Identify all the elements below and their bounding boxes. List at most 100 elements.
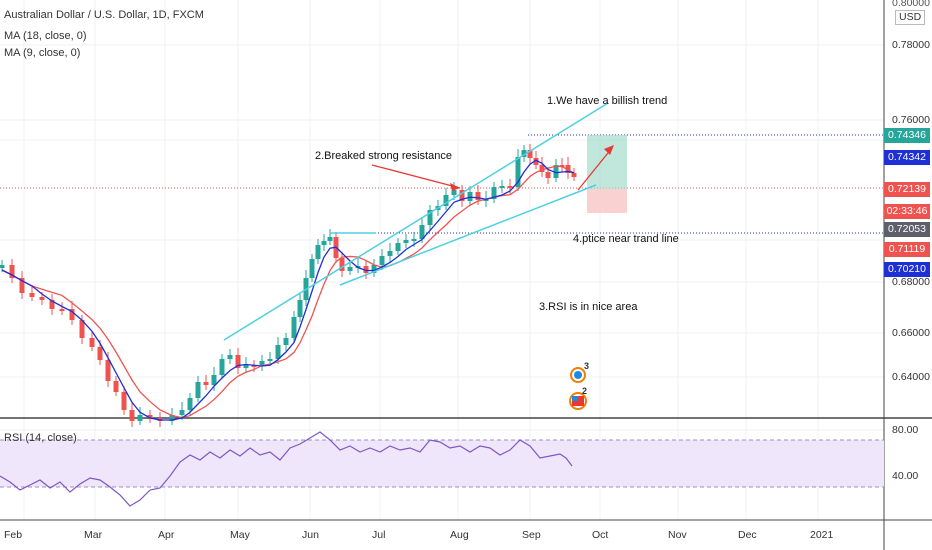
rsi-tick-40: 40.00 xyxy=(892,470,919,482)
candle-body xyxy=(243,365,249,368)
time-tick-label: Oct xyxy=(592,529,609,541)
legend-ma9: MA (9, close, 0) xyxy=(4,47,81,59)
candle-body xyxy=(475,192,481,200)
candle-body xyxy=(227,355,233,359)
candle-body xyxy=(403,240,409,243)
ma18-line xyxy=(1,165,575,419)
candle-body xyxy=(291,317,297,338)
time-tick-label: Dec xyxy=(738,529,757,541)
candle-body xyxy=(297,300,303,317)
candle-body xyxy=(527,150,533,158)
time-tick-label: Jun xyxy=(302,529,319,541)
time-tick-label: Jul xyxy=(372,529,386,541)
candle-body xyxy=(203,382,209,385)
price-tag-ma9: 0.70210 xyxy=(884,262,930,277)
annotation-resistance[interactable]: 2.Breaked strong resistance xyxy=(315,150,452,162)
candle-body xyxy=(499,186,505,188)
candle-body xyxy=(259,361,265,365)
price-tag-target: 0.74346 xyxy=(884,128,930,143)
candle-body xyxy=(321,241,327,245)
candle-body xyxy=(451,190,457,195)
candle-body xyxy=(327,237,333,241)
candle-body xyxy=(339,258,345,271)
candle-body xyxy=(9,265,15,278)
event-badge-count-top: 3 xyxy=(584,361,590,371)
candle-body xyxy=(483,199,489,201)
candle-body xyxy=(545,172,551,178)
annotation-rsi[interactable]: 3.RSI is in nice area xyxy=(539,301,638,313)
candle-body xyxy=(395,243,401,251)
target-arrowhead xyxy=(604,145,614,155)
time-tick-label: Feb xyxy=(4,529,23,541)
candle-body xyxy=(121,392,127,410)
currency-button[interactable]: USD xyxy=(895,10,926,25)
candle-body xyxy=(283,338,289,345)
channel-lower xyxy=(339,184,597,286)
candle-body xyxy=(251,365,257,367)
stop-zone xyxy=(587,189,627,213)
target-zone xyxy=(587,135,627,189)
candle-body xyxy=(459,190,465,201)
candle-body xyxy=(97,347,103,360)
candle-body xyxy=(267,359,273,361)
price-tick-label: 0.66000 xyxy=(892,327,930,339)
candle-body xyxy=(467,192,473,201)
annotation-trend[interactable]: 1.We have a billish trend xyxy=(547,95,668,107)
countdown-tag: 02:33:46 xyxy=(884,204,930,219)
candle-body xyxy=(179,410,185,415)
channel-upper xyxy=(223,102,609,341)
candle-body xyxy=(169,415,175,421)
candle-body xyxy=(559,165,565,167)
price-tag-support: 0.72053 xyxy=(884,222,930,237)
candle-body xyxy=(0,265,5,268)
candle-body xyxy=(379,256,385,265)
candle-body xyxy=(211,375,217,385)
candle-body xyxy=(113,381,119,392)
candle-body xyxy=(235,355,241,368)
resistance-arrow xyxy=(371,164,461,189)
price-tick-label: 0.78000 xyxy=(892,39,930,51)
candle-body xyxy=(411,239,417,241)
time-tick-label: May xyxy=(230,529,250,541)
ma9-line xyxy=(1,159,575,421)
candle-body xyxy=(507,186,513,188)
candle-body xyxy=(137,415,143,421)
candle-body xyxy=(571,173,577,177)
time-tick-label: Apr xyxy=(158,529,175,541)
candle-body xyxy=(29,293,35,297)
candle-body xyxy=(363,266,369,273)
candle-body xyxy=(553,165,559,178)
candle-body xyxy=(387,251,393,256)
candle-body xyxy=(427,210,433,225)
event-badge-count-bottom: 2 xyxy=(582,386,588,396)
candle-body xyxy=(49,300,55,309)
annotation-trendline[interactable]: 4.ptice near trand line xyxy=(573,233,679,245)
rsi-tick-80: 80.00 xyxy=(892,424,919,436)
price-tag-high: 0.74342 xyxy=(884,150,930,165)
rsi-band xyxy=(0,440,884,487)
candle-body xyxy=(533,158,539,165)
candle-body xyxy=(19,278,25,293)
resistance-arrowhead xyxy=(450,183,460,191)
candle-body xyxy=(491,187,497,199)
candle-body xyxy=(443,195,449,206)
price-tick-label: 0.64000 xyxy=(892,371,930,383)
candle-body xyxy=(129,410,135,421)
candle-body xyxy=(275,345,281,359)
candle-body xyxy=(347,267,353,271)
candle-body xyxy=(309,259,315,278)
candle-body xyxy=(515,157,521,187)
candle-body xyxy=(521,150,527,157)
price-tick-label: 0.76000 xyxy=(892,114,930,126)
candle-body xyxy=(105,360,111,381)
candle-body xyxy=(371,265,377,273)
event-flag-us-canton xyxy=(572,396,578,401)
price-tag-ma18: 0.71119 xyxy=(884,242,930,257)
candle-body xyxy=(147,415,153,418)
time-tick-label: Aug xyxy=(450,529,469,541)
target-arrow xyxy=(577,147,613,191)
candle-body xyxy=(39,297,45,300)
candle-body xyxy=(79,320,85,338)
